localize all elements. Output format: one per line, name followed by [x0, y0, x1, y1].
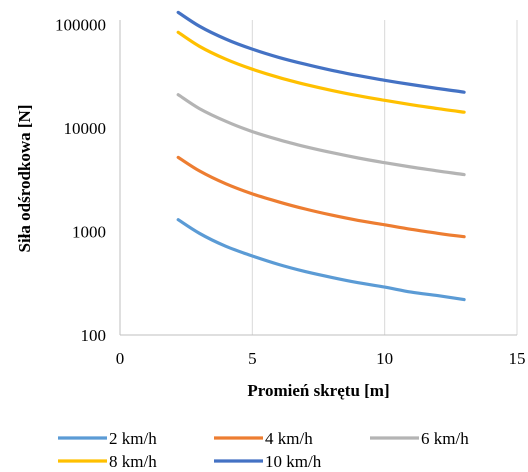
series-line-10-km-h [176, 10, 466, 94]
y-tick-label: 10000 [64, 119, 107, 138]
x-axis-title: Promień skrętu [m] [247, 381, 389, 400]
x-tick-label: 10 [376, 349, 393, 368]
legend-label: 8 km/h [109, 452, 157, 471]
x-tick-label: 0 [116, 349, 125, 368]
y-axis-title: Siła odśrodkowa [N] [15, 105, 34, 253]
series-line-6-km-h [176, 93, 466, 177]
y-tick-label: 100000 [55, 16, 106, 35]
series-line-2-km-h [176, 218, 466, 302]
x-tick-label: 15 [509, 349, 526, 368]
grid-lines [251, 20, 518, 335]
series-lines [176, 10, 466, 302]
axes [119, 20, 517, 336]
y-tick-label: 1000 [72, 223, 106, 242]
legend: 2 km/h 4 km/h 6 km/h 8 km/h 10 km/h [58, 429, 469, 471]
series-line-4-km-h [176, 155, 466, 239]
legend-label: 2 km/h [109, 429, 157, 448]
legend-label: 10 km/h [265, 452, 322, 471]
series-line-8-km-h [176, 30, 466, 114]
legend-label: 6 km/h [421, 429, 469, 448]
x-tick-label: 5 [248, 349, 257, 368]
legend-label: 4 km/h [265, 429, 313, 448]
tick-labels: 0 5 10 15 100 1000 10000 100000 [55, 16, 526, 369]
y-tick-label: 100 [81, 326, 107, 345]
